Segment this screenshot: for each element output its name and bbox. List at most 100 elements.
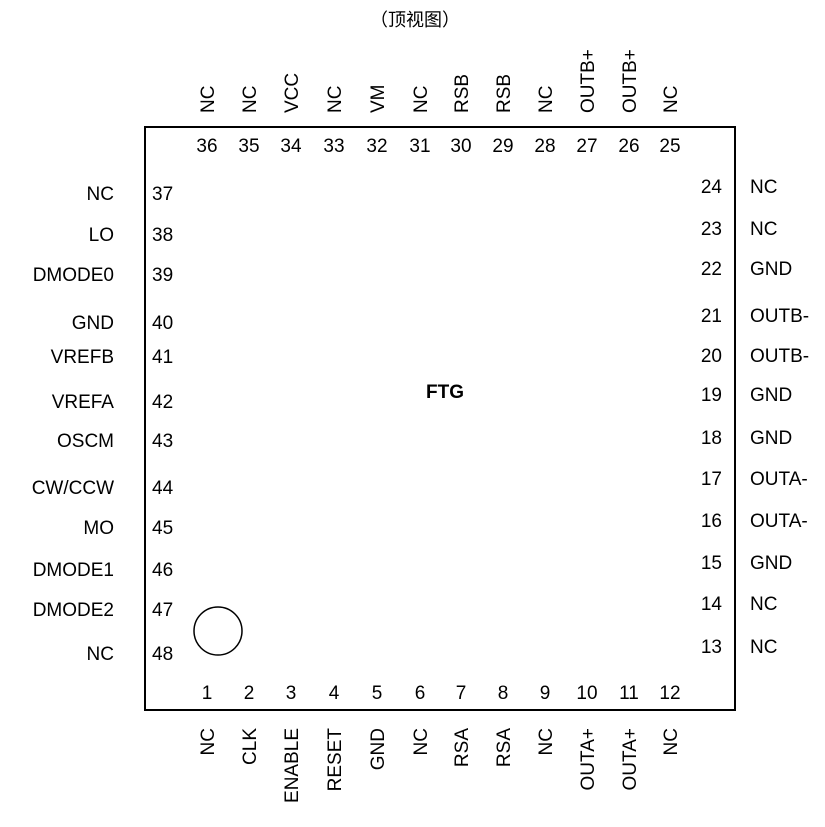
pin-name-right: GND <box>750 428 792 449</box>
pin-name-left: DMODE2 <box>33 600 114 621</box>
pins-right: 24 NC 23 NC 22 GND 21 OUTB- 20 OUTB- 19 GND 18 GND 17 O… <box>701 177 809 658</box>
pin-name-right: NC <box>750 594 777 615</box>
pin-num-top: 32 <box>366 136 387 157</box>
pin-name-left: DMODE1 <box>33 560 114 581</box>
pin-name-right: NC <box>750 177 777 198</box>
pin-name-top: NC <box>325 86 346 113</box>
pin-num-bottom: 11 <box>619 683 639 704</box>
pin-num-top: 33 <box>323 136 344 157</box>
pin-num-bottom: 6 <box>415 683 426 704</box>
pin-name-top: NC <box>198 86 219 113</box>
pin-num-left: 46 <box>152 560 173 581</box>
pin-name-right: OUTA- <box>750 511 808 532</box>
pin-num-right: 15 <box>701 553 722 574</box>
chip-label: FTG <box>426 382 464 403</box>
pins-top: 36 NC 35 NC 34 VCC 33 NC 32 VM 31 NC 30 RSB 29 RSB 28 NC 2… <box>196 49 682 157</box>
pin-name-right: OUTB- <box>750 346 809 367</box>
pin-name-bottom: NC <box>661 728 682 755</box>
pin-num-right: 24 <box>701 177 723 198</box>
pin-name-top: OUTB+ <box>578 49 599 113</box>
pin-num-bottom: 9 <box>540 683 551 704</box>
pin-name-top: VCC <box>282 73 303 113</box>
pin-name-left: DMODE0 <box>33 265 114 286</box>
pin-name-bottom: OUTA+ <box>578 728 599 790</box>
pin-num-bottom: 2 <box>244 683 255 704</box>
pin-name-bottom: RSA <box>494 728 515 767</box>
pin-name-top: RSB <box>452 74 473 113</box>
pin-name-right: NC <box>750 219 777 240</box>
pin-name-bottom: ENABLE <box>282 728 303 803</box>
pin-num-right: 18 <box>701 428 722 449</box>
pin-name-bottom: NC <box>198 728 219 755</box>
pin-num-left: 47 <box>152 600 173 621</box>
pin-num-bottom: 12 <box>659 683 680 704</box>
pin-name-left: LO <box>89 225 114 246</box>
pin-name-bottom: NC <box>411 728 432 755</box>
pin-name-right: OUTB- <box>750 306 809 327</box>
pin-num-left: 39 <box>152 265 173 286</box>
pin-num-top: 34 <box>280 136 302 157</box>
pin-num-bottom: 1 <box>202 683 213 704</box>
pin-name-bottom: RESET <box>325 728 346 792</box>
pin-name-left: VREFB <box>51 347 114 368</box>
pin-name-bottom: OUTA+ <box>620 728 641 790</box>
pin-num-bottom: 7 <box>456 683 467 704</box>
pin-name-top: NC <box>536 86 557 113</box>
pin-name-right: NC <box>750 637 777 658</box>
pin-num-left: 45 <box>152 518 173 539</box>
pin-num-top: 27 <box>576 136 597 157</box>
pin-name-right: GND <box>750 259 792 280</box>
pin-name-left: NC <box>87 644 114 665</box>
pin-name-right: GND <box>750 385 792 406</box>
pins-bottom: 1 NC 2 CLK 3 ENABLE 4 RESET 5 GND 6 NC 7 RSA 8 RSA 9 NC 10… <box>198 683 682 803</box>
pin-num-right: 17 <box>701 469 722 490</box>
chip-body <box>144 126 736 711</box>
pin-name-left: CW/CCW <box>32 478 114 499</box>
pin-num-top: 36 <box>196 136 217 157</box>
pin-num-left: 43 <box>152 431 173 452</box>
pin-num-left: 42 <box>152 392 173 413</box>
pin-num-top: 35 <box>238 136 259 157</box>
pin-num-right: 19 <box>701 385 722 406</box>
pin-name-top: NC <box>411 86 432 113</box>
pin-num-bottom: 5 <box>372 683 383 704</box>
pin-name-bottom: RSA <box>452 728 473 767</box>
pin-num-left: 44 <box>152 478 174 499</box>
pins-left: 37 NC 38 LO 39 DMODE0 40 GND 41 VREFB 42 VREFA 43 OSC… <box>32 184 174 665</box>
pin-num-top: 29 <box>492 136 513 157</box>
pin-num-right: 14 <box>701 594 723 615</box>
pin-num-bottom: 10 <box>576 683 597 704</box>
pin-name-bottom: CLK <box>240 728 261 765</box>
pin-num-right: 16 <box>701 511 722 532</box>
pin-num-top: 26 <box>618 136 639 157</box>
pin-num-top: 30 <box>450 136 471 157</box>
pin-num-left: 38 <box>152 225 173 246</box>
pin-num-left: 37 <box>152 184 173 205</box>
pin-name-left: GND <box>72 313 114 334</box>
pin-name-right: GND <box>750 553 792 574</box>
pin-num-right: 21 <box>701 306 722 327</box>
pin-name-top: VM <box>368 85 389 114</box>
pin-num-right: 20 <box>701 346 722 367</box>
pin-name-bottom: GND <box>368 728 389 770</box>
pin-num-bottom: 4 <box>329 683 340 704</box>
pin-name-left: NC <box>87 184 114 205</box>
pin-num-top: 31 <box>409 136 430 157</box>
pin-num-right: 22 <box>701 259 722 280</box>
pin-num-left: 40 <box>152 313 173 334</box>
pin-name-top: RSB <box>494 74 515 113</box>
pin-name-left: VREFA <box>52 392 115 413</box>
pin-num-right: 13 <box>701 637 722 658</box>
pin-num-bottom: 3 <box>286 683 297 704</box>
pin-name-left: OSCM <box>57 431 114 452</box>
pin-name-top: NC <box>240 86 261 113</box>
pin-name-bottom: NC <box>536 728 557 755</box>
pin-num-right: 23 <box>701 219 722 240</box>
pin-num-left: 48 <box>152 644 173 665</box>
pin-name-left: MO <box>83 518 114 539</box>
view-label: （顶视图） <box>370 10 460 31</box>
pin-name-top: NC <box>661 86 682 113</box>
pin-name-top: OUTB+ <box>620 49 641 113</box>
pin-num-top: 28 <box>534 136 555 157</box>
